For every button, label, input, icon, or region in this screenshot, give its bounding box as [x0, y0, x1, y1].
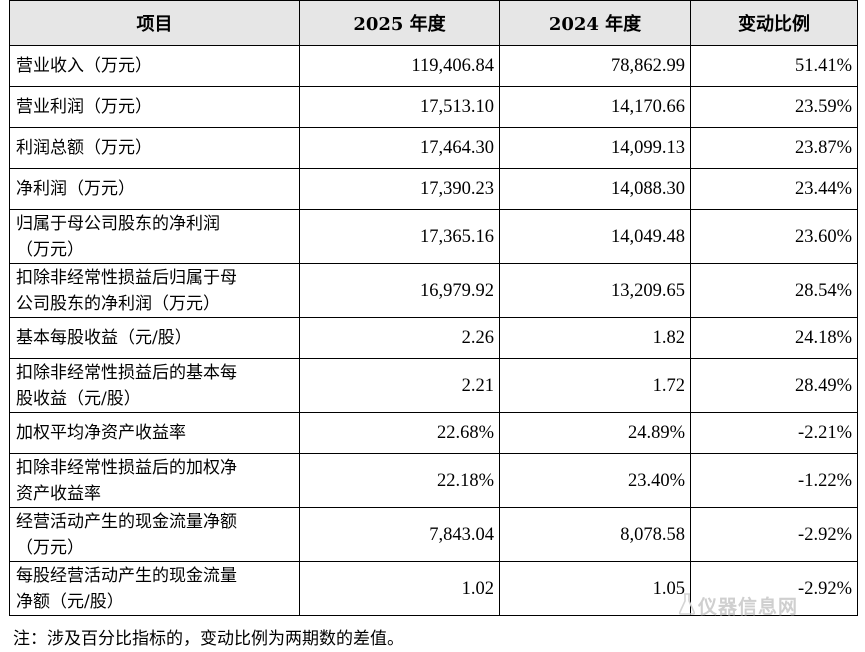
cell-change: -1.22%	[690, 453, 858, 508]
row-item-label: 每股经营活动产生的现金流量 净额（元/股）	[9, 561, 300, 616]
cell-y2024: 1.05	[499, 561, 691, 616]
row-item-label: 加权平均净资产收益率	[9, 412, 300, 454]
item-label-line: 公司股东的净利润（万元）	[16, 293, 220, 314]
table-row: 扣除非经常性损益后的基本每 股收益（元/股） 2.21 1.72 28.49%	[9, 358, 858, 413]
cell-y2024: 24.89%	[499, 412, 691, 454]
table-row: 每股经营活动产生的现金流量 净额（元/股） 1.02 1.05 -2.92%	[9, 561, 858, 616]
table-row: 加权平均净资产收益率 22.68% 24.89% -2.21%	[9, 412, 858, 454]
row-item-label: 扣除非经常性损益后归属于母 公司股东的净利润（万元）	[9, 263, 300, 318]
row-item-label: 利润总额（万元）	[9, 127, 300, 169]
cell-y2025: 22.68%	[299, 412, 500, 454]
header-item: 项目	[9, 0, 300, 46]
table-row: 基本每股收益（元/股） 2.26 1.82 24.18%	[9, 317, 858, 359]
item-label-line: 加权平均净资产收益率	[16, 423, 186, 443]
cell-change: 28.54%	[690, 263, 858, 318]
row-item-label: 营业利润（万元）	[9, 86, 300, 128]
watermark-text: 仪器信息网	[698, 596, 799, 618]
item-label-line: 营业利润（万元）	[16, 97, 152, 117]
cell-y2024: 14,099.13	[499, 127, 691, 169]
item-label-line: 每股经营活动产生的现金流量	[16, 565, 237, 586]
item-label-line: 利润总额（万元）	[16, 138, 152, 158]
cell-y2025: 7,843.04	[299, 507, 500, 562]
table-row: 营业利润（万元） 17,513.10 14,170.66 23.59%	[9, 86, 858, 128]
cell-y2025: 1.02	[299, 561, 500, 616]
cell-y2025: 16,979.92	[299, 263, 500, 318]
cell-y2025: 119,406.84	[299, 45, 500, 87]
item-label-line: （万元）	[16, 537, 84, 558]
cell-y2025: 17,365.16	[299, 209, 500, 264]
cell-y2024: 14,049.48	[499, 209, 691, 264]
cell-y2025: 22.18%	[299, 453, 500, 508]
cell-y2024: 1.82	[499, 317, 691, 359]
table-row: 经营活动产生的现金流量净额 （万元） 7,843.04 8,078.58 -2.92%	[9, 507, 858, 562]
cell-change: -2.92%	[690, 561, 858, 616]
table-row: 营业收入（万元） 119,406.84 78,862.99 51.41%	[9, 45, 858, 87]
item-label-line: 资产收益率	[16, 483, 101, 504]
cell-change: 23.60%	[690, 209, 858, 264]
cell-y2024: 14,088.30	[499, 168, 691, 210]
financial-table-container: 项目 2025 年度 2024 年度 变动比例 营业收入（万元） 119,406.…	[9, 0, 858, 616]
item-label-line: 扣除非经常性损益后归属于母	[16, 267, 237, 288]
table-row: 扣除非经常性损益后的加权净 资产收益率 22.18% 23.40% -1.22%	[9, 453, 858, 508]
row-item-label: 扣除非经常性损益后的加权净 资产收益率	[9, 453, 300, 508]
item-label-line: （万元）	[16, 239, 84, 260]
row-item-label: 扣除非经常性损益后的基本每 股收益（元/股）	[9, 358, 300, 413]
table-row: 扣除非经常性损益后归属于母 公司股东的净利润（万元） 16,979.92 13,209…	[9, 263, 858, 318]
cell-change: -2.92%	[690, 507, 858, 562]
item-label-line: 扣除非经常性损益后的基本每	[16, 362, 237, 383]
cell-change: 28.49%	[690, 358, 858, 413]
row-item-label: 净利润（万元）	[9, 168, 300, 210]
row-item-label: 营业收入（万元）	[9, 45, 300, 87]
row-item-label: 基本每股收益（元/股）	[9, 317, 300, 359]
cell-change: -2.21%	[690, 412, 858, 454]
cell-change: 23.59%	[690, 86, 858, 128]
row-item-label: 经营活动产生的现金流量净额 （万元）	[9, 507, 300, 562]
cell-y2024: 1.72	[499, 358, 691, 413]
footnote: 注：涉及百分比指标的，变动比例为两期数的差值。	[13, 629, 404, 649]
row-item-label: 归属于母公司股东的净利润 （万元）	[9, 209, 300, 264]
item-label-line: 净利润（万元）	[16, 179, 135, 199]
header-change: 变动比例	[690, 0, 858, 46]
table-header-row: 项目 2025 年度 2024 年度 变动比例	[9, 0, 858, 46]
item-label-line: 营业收入（万元）	[16, 56, 152, 76]
item-label-line: 经营活动产生的现金流量净额	[16, 511, 237, 532]
item-label-line: 扣除非经常性损益后的加权净	[16, 457, 237, 478]
item-label-line: 归属于母公司股东的净利润	[16, 213, 220, 234]
table-row: 归属于母公司股东的净利润 （万元） 17,365.16 14,049.48 23.60%	[9, 209, 858, 264]
item-label-line: 基本每股收益（元/股）	[16, 328, 192, 348]
table-row: 利润总额（万元） 17,464.30 14,099.13 23.87%	[9, 127, 858, 169]
item-label-line: 净额（元/股）	[16, 591, 124, 612]
cell-y2024: 8,078.58	[499, 507, 691, 562]
cell-y2025: 17,464.30	[299, 127, 500, 169]
cell-y2024: 23.40%	[499, 453, 691, 508]
cell-y2024: 14,170.66	[499, 86, 691, 128]
cell-change: 24.18%	[690, 317, 858, 359]
financial-indicators-table: 项目 2025 年度 2024 年度 变动比例 营业收入（万元） 119,406.…	[9, 0, 858, 616]
item-label-line: 股收益（元/股）	[16, 388, 141, 409]
cell-y2024: 13,209.65	[499, 263, 691, 318]
header-2024: 2024 年度	[499, 0, 691, 46]
cell-change: 23.87%	[690, 127, 858, 169]
cell-change: 23.44%	[690, 168, 858, 210]
cell-change: 51.41%	[690, 45, 858, 87]
cell-y2025: 17,390.23	[299, 168, 500, 210]
header-2025: 2025 年度	[299, 0, 500, 46]
cell-y2025: 17,513.10	[299, 86, 500, 128]
cell-y2025: 2.26	[299, 317, 500, 359]
cell-y2025: 2.21	[299, 358, 500, 413]
watermark-logo-icon	[678, 593, 696, 615]
table-row: 净利润（万元） 17,390.23 14,088.30 23.44%	[9, 168, 858, 210]
cell-y2024: 78,862.99	[499, 45, 691, 87]
table-body: 营业收入（万元） 119,406.84 78,862.99 51.41% 营业利润（万元…	[9, 45, 858, 616]
